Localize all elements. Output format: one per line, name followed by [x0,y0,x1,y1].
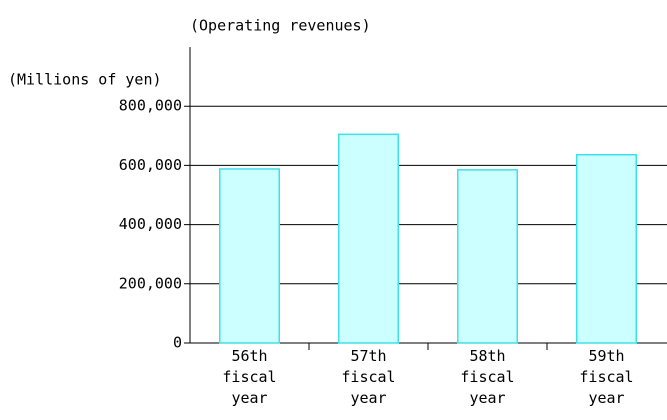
x-tick-label: 59th fiscal year [579,347,634,407]
x-tick-label: 57th fiscal year [341,347,396,407]
x-tick-label: 56th fiscal year [222,347,277,407]
y-tick-label: 800,000 [119,97,182,115]
bar [576,153,637,344]
y-tick-label: 400,000 [119,215,182,233]
y-tick-label: 600,000 [119,156,182,174]
chart-title: (Operating revenues) [190,17,371,35]
bar [338,133,399,344]
y-tick-label: 0 [173,334,182,352]
y-axis-label: (Millions of yen) [8,71,162,89]
bar [457,169,518,344]
x-tick-label: 58th fiscal year [460,347,515,407]
y-tick-label: 200,000 [119,274,182,292]
bar [219,168,280,344]
